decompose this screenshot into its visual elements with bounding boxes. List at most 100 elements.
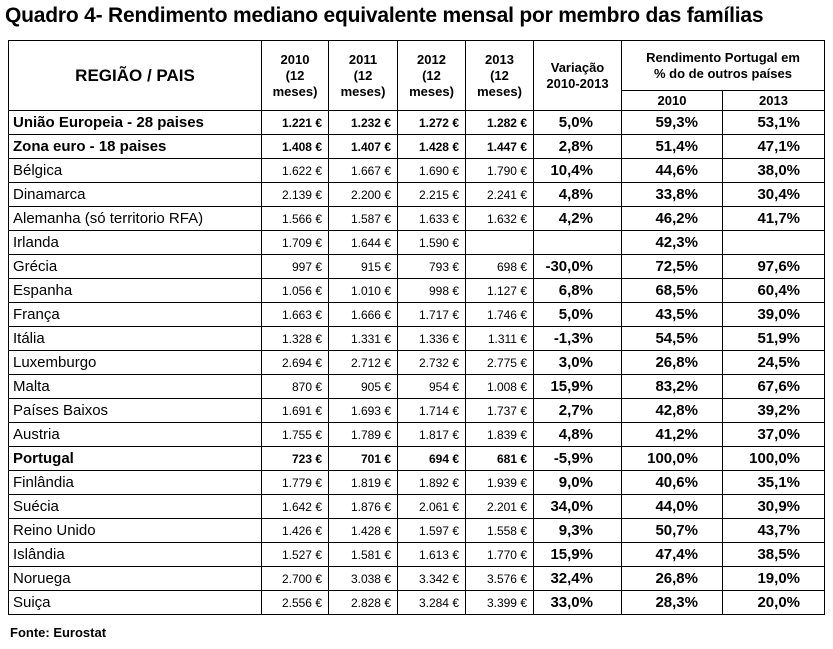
table-row: Suécia 1.642 €1.876 €2.061 €2.201 €34,0% 4… [8,494,826,519]
value-2012-cell: 1.892 € [397,470,466,495]
variation-cell [533,230,622,255]
portugal-pct-2010-cell: 26,8% [621,566,723,591]
header-portugal-group: Rendimento Portugal em % do de outros pa… [620,40,826,91]
portugal-pct-2013-cell [721,230,826,255]
portugal-pct-2010-cell: 50,7% [621,518,723,543]
value-2010-cell: 997 € [261,254,329,279]
portugal-pct-2010-cell: 33,8% [621,182,723,207]
value-2012-cell: 1.817 € [397,422,466,447]
value-2013-cell: 3.576 € [465,566,534,591]
region-cell: Noruega [8,566,262,591]
value-2012-cell: 1.590 € [397,230,466,255]
variation-cell: 2,7% [533,398,622,423]
region-cell: Suécia [8,494,262,519]
table-row: Alemanha (só territorio RFA) 1.566 €1.587… [8,206,826,231]
variation-cell: -30,0% [533,254,622,279]
header-sub-2013: 2013 [721,90,826,111]
region-cell: Dinamarca [8,182,262,207]
value-2013-cell: 2.201 € [465,494,534,519]
value-2013-cell [465,230,534,255]
value-2010-cell: 1.328 € [261,326,329,351]
value-2013-cell: 2.241 € [465,182,534,207]
value-2013-cell: 1.939 € [465,470,534,495]
region-cell: Itália [8,326,262,351]
region-cell: França [8,302,262,327]
portugal-pct-2010-cell: 54,5% [621,326,723,351]
header-variation-label: Variação [550,59,605,75]
value-2010-cell: 1.709 € [261,230,329,255]
value-2010-cell: 2.556 € [261,590,329,615]
portugal-pct-2010-cell: 43,5% [621,302,723,327]
region-cell: Malta [8,374,262,399]
value-2011-cell: 1.693 € [328,398,398,423]
table-row: Suiça 2.556 €2.828 €3.284 €3.399 €33,0% 28… [8,590,826,615]
value-2011-cell: 1.407 € [328,134,398,159]
portugal-pct-2013-cell: 30,4% [721,182,826,207]
value-2010-cell: 1.426 € [261,518,329,543]
value-2011-cell: 1.666 € [328,302,398,327]
table-row: Dinamarca 2.139 €2.200 €2.215 €2.241 €4,8… [8,182,826,207]
portugal-pct-2013-cell: 35,1% [721,470,826,495]
region-cell: Portugal [8,446,262,471]
value-2012-cell: 1.717 € [397,302,466,327]
source-note: Fonte: Eurostat [10,625,107,640]
variation-cell: 9,3% [533,518,622,543]
portugal-pct-2010-cell: 42,8% [621,398,723,423]
table-row: Portugal 723 €701 €694 €681 € -5,9% 100,0% 1… [8,446,826,471]
region-cell: Irlanda [8,230,262,255]
value-2013-cell: 698 € [465,254,534,279]
value-2012-cell: 1.714 € [397,398,466,423]
portugal-pct-2010-cell: 40,6% [621,470,723,495]
region-cell: Suiça [8,590,262,615]
value-2011-cell: 915 € [328,254,398,279]
table-row: Reino Unido 1.426 €1.428 €1.597 €1.558 €9… [8,518,826,543]
portugal-pct-2013-cell: 20,0% [721,590,826,615]
value-2012-cell: 1.336 € [397,326,466,351]
value-2012-cell: 1.428 € [397,134,466,159]
value-2010-cell: 1.408 € [261,134,329,159]
value-2012-cell: 2.215 € [397,182,466,207]
header-variation-period: 2010-2013 [546,75,609,91]
value-2010-cell: 870 € [261,374,329,399]
value-2010-cell: 1.221 € [261,110,329,135]
variation-cell: 9,0% [533,470,622,495]
portugal-pct-2010-cell: 59,3% [621,110,723,135]
value-2012-cell: 694 € [397,446,466,471]
header-region: REGIÃO / PAIS [8,40,262,111]
value-2013-cell: 1.839 € [465,422,534,447]
value-2010-cell: 1.691 € [261,398,329,423]
value-2010-cell: 1.527 € [261,542,329,567]
header-year-2010: 2010 (12 meses) [261,40,329,111]
variation-cell: 6,8% [533,278,622,303]
portugal-pct-2010-cell: 83,2% [621,374,723,399]
region-cell: Reino Unido [8,518,262,543]
region-cell: Austria [8,422,262,447]
portugal-pct-2010-cell: 44,0% [621,494,723,519]
value-2011-cell: 1.789 € [328,422,398,447]
value-2012-cell: 1.613 € [397,542,466,567]
variation-cell: 3,0% [533,350,622,375]
variation-cell: 4,8% [533,182,622,207]
region-cell: Países Baixos [8,398,262,423]
value-2011-cell: 701 € [328,446,398,471]
header-group-line2: % do de outros países [654,65,792,81]
value-2010-cell: 1.566 € [261,206,329,231]
header-year-label: 2010 [280,51,310,67]
table-row: Islândia 1.527 €1.581 €1.613 €1.770 €15,9… [8,542,826,567]
portugal-pct-2010-cell: 42,3% [621,230,723,255]
value-2013-cell: 1.737 € [465,398,534,423]
portugal-pct-2013-cell: 19,0% [721,566,826,591]
value-2010-cell: 1.056 € [261,278,329,303]
portugal-pct-2010-cell: 47,4% [621,542,723,567]
portugal-pct-2010-cell: 51,4% [621,134,723,159]
value-2012-cell: 3.342 € [397,566,466,591]
portugal-pct-2013-cell: 41,7% [721,206,826,231]
page-title: Quadro 4- Rendimento mediano equivalente… [5,4,764,27]
region-cell: Zona euro - 18 paises [8,134,262,159]
value-2010-cell: 723 € [261,446,329,471]
portugal-pct-2013-cell: 53,1% [721,110,826,135]
value-2011-cell: 1.819 € [328,470,398,495]
value-2012-cell: 2.061 € [397,494,466,519]
header-year-months: meses) [409,83,454,99]
value-2010-cell: 1.642 € [261,494,329,519]
